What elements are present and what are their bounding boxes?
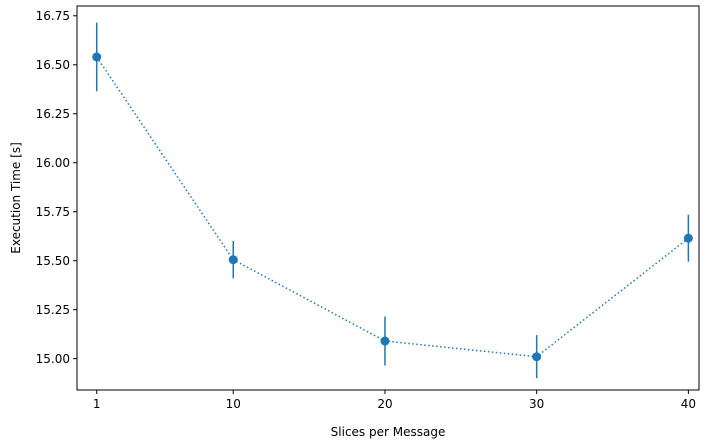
y-tick-label: 16.25 — [36, 107, 70, 121]
series-line — [96, 56, 689, 358]
x-tick-label: 30 — [529, 397, 544, 411]
data-point — [380, 336, 390, 346]
y-tick-label: 16.75 — [36, 9, 70, 23]
y-tick-label: 15.25 — [36, 303, 70, 317]
plot-frame — [76, 5, 700, 391]
y-tick-label: 15.50 — [36, 254, 70, 268]
data-point — [532, 352, 542, 362]
y-tick-label: 16.00 — [36, 156, 70, 170]
x-tick-label: 40 — [681, 397, 696, 411]
ticks-layer: 1 10 20 30 40 15.00 15.25 15.50 15.75 16.00 16.25 1… — [36, 9, 696, 411]
x-axis-label: Slices per Message — [331, 425, 446, 439]
x-tick-label: 10 — [226, 397, 241, 411]
y-axis-label: Execution Time [s] — [9, 142, 23, 254]
x-tick-label: 20 — [377, 397, 392, 411]
data-point — [228, 255, 238, 265]
x-tick-label: 1 — [93, 397, 101, 411]
data-point — [683, 233, 693, 243]
y-tick-label: 16.50 — [36, 58, 70, 72]
y-tick-label: 15.00 — [36, 352, 70, 366]
series-layer — [92, 22, 693, 379]
y-tick-label: 15.75 — [36, 205, 70, 219]
data-point — [92, 52, 102, 62]
